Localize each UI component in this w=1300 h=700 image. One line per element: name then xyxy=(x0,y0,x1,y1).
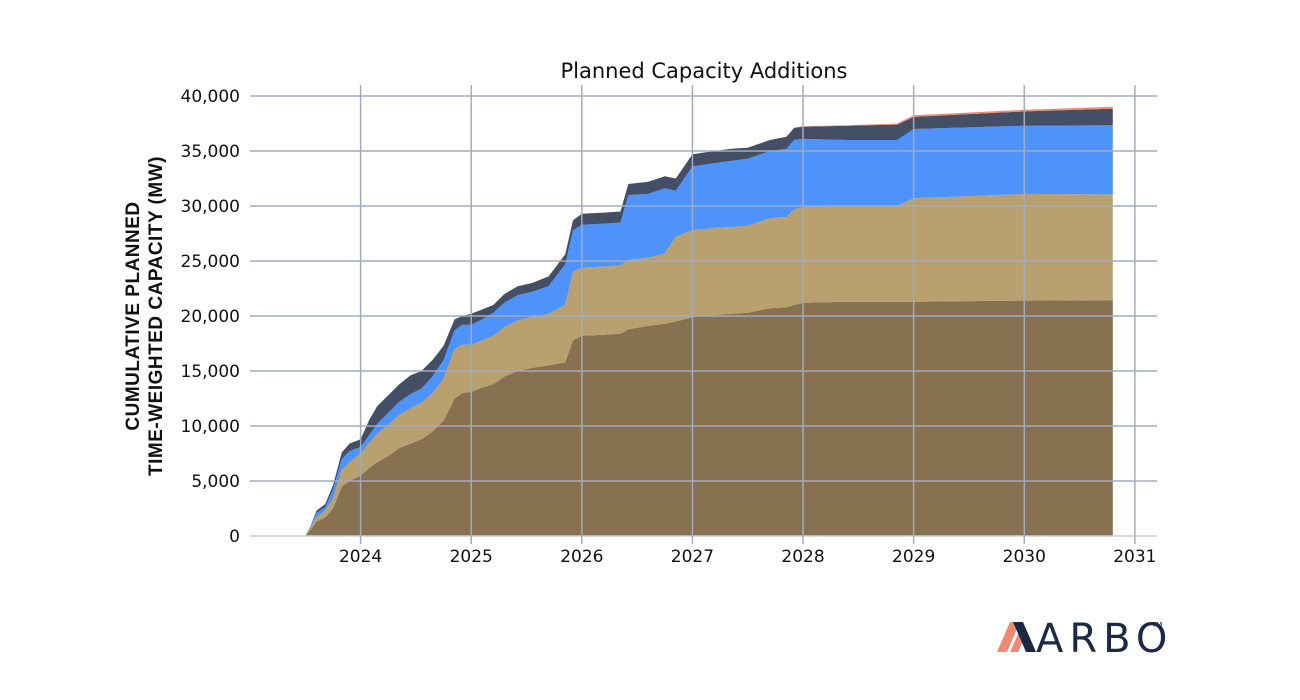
area-series-4 xyxy=(305,108,1113,536)
y-axis-label-line-1: CUMULATIVE PLANNED xyxy=(123,201,144,430)
x-tick-label: 2026 xyxy=(560,547,603,567)
y-axis-label: CUMULATIVE PLANNED TIME-WEIGHTED CAPACIT… xyxy=(123,156,167,476)
y-tick-label: 10,000 xyxy=(181,417,240,437)
x-tick-label: 2030 xyxy=(1003,547,1046,567)
y-tick-label: 35,000 xyxy=(181,142,240,162)
x-axis-ticks: 2024 2025 2026 2027 2028 2029 2030 2031 xyxy=(339,547,1157,567)
arbo-logo: ARBO TM xyxy=(997,616,1173,662)
area-series-2 xyxy=(305,193,1113,536)
y-tick-label: 40,000 xyxy=(181,87,240,107)
y-tick-label: 20,000 xyxy=(181,307,240,327)
arbo-logo-tm: TM xyxy=(1151,621,1162,629)
x-tick-label: 2029 xyxy=(892,547,935,567)
x-tick-label: 2027 xyxy=(671,547,714,567)
x-tick-label: 2031 xyxy=(1113,547,1156,567)
area-series-1 xyxy=(305,300,1113,536)
grid-lines xyxy=(250,85,1157,544)
x-tick-label: 2024 xyxy=(339,547,382,567)
chart-title: Planned Capacity Additions xyxy=(560,59,847,83)
stacked-areas xyxy=(305,106,1113,536)
y-axis-ticks: 0 5,000 10,000 15,000 20,000 25,000 30,000 35,0… xyxy=(181,87,240,547)
y-axis-label-line-2: TIME-WEIGHTED CAPACITY (MW) xyxy=(146,156,167,476)
y-tick-label: 0 xyxy=(229,527,240,547)
y-tick-label: 5,000 xyxy=(191,472,240,492)
x-tick-label: 2028 xyxy=(781,547,824,567)
arbo-logo-text: ARBO xyxy=(1036,616,1173,662)
y-tick-label: 25,000 xyxy=(181,252,240,272)
x-tick-label: 2025 xyxy=(450,547,493,567)
y-tick-label: 30,000 xyxy=(181,197,240,217)
arbo-logo-mark xyxy=(997,622,1036,652)
area-series-3 xyxy=(305,125,1113,536)
y-tick-label: 15,000 xyxy=(181,362,240,382)
